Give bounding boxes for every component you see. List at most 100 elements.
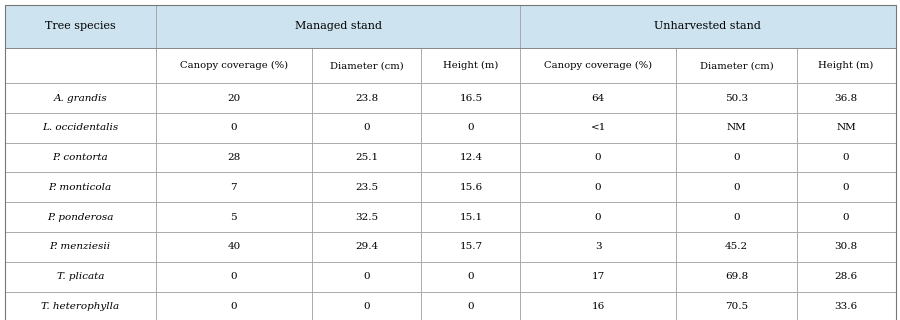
Text: 64: 64 xyxy=(591,93,605,103)
Text: Canopy coverage (%): Canopy coverage (%) xyxy=(180,61,288,70)
Bar xyxy=(311,83,421,113)
Bar xyxy=(796,48,896,83)
Text: 17: 17 xyxy=(591,272,605,281)
Bar xyxy=(796,172,896,202)
Bar xyxy=(421,262,520,292)
Text: 0: 0 xyxy=(595,153,601,162)
Text: 0: 0 xyxy=(467,123,474,132)
Text: 5: 5 xyxy=(230,212,237,222)
Text: NM: NM xyxy=(836,123,856,132)
Bar xyxy=(676,232,796,262)
Bar xyxy=(311,262,421,292)
Text: 0: 0 xyxy=(595,183,601,192)
Text: Height (m): Height (m) xyxy=(443,61,499,70)
Bar xyxy=(4,113,156,143)
Text: Height (m): Height (m) xyxy=(818,61,874,70)
Text: 0: 0 xyxy=(230,272,237,281)
Text: 0: 0 xyxy=(364,302,370,311)
Text: 30.8: 30.8 xyxy=(834,242,858,252)
Bar xyxy=(156,172,311,202)
Bar xyxy=(676,83,796,113)
Text: 45.2: 45.2 xyxy=(724,242,748,252)
Bar xyxy=(520,83,676,113)
Text: 7: 7 xyxy=(230,183,237,192)
Text: 15.6: 15.6 xyxy=(459,183,482,192)
Bar xyxy=(676,143,796,172)
Bar xyxy=(676,172,796,202)
Bar xyxy=(4,48,156,83)
Bar xyxy=(4,172,156,202)
Text: 23.5: 23.5 xyxy=(355,183,378,192)
Text: 16.5: 16.5 xyxy=(459,93,482,103)
Bar xyxy=(520,202,676,232)
Bar xyxy=(421,143,520,172)
Bar xyxy=(311,113,421,143)
Bar xyxy=(520,48,676,83)
Text: T. plicata: T. plicata xyxy=(57,272,104,281)
Text: 0: 0 xyxy=(364,272,370,281)
Bar xyxy=(421,113,520,143)
Text: 0: 0 xyxy=(467,272,474,281)
Text: 70.5: 70.5 xyxy=(724,302,748,311)
Bar xyxy=(156,202,311,232)
Text: 0: 0 xyxy=(734,183,740,192)
Text: 0: 0 xyxy=(734,153,740,162)
Text: Managed stand: Managed stand xyxy=(294,21,382,31)
Text: 32.5: 32.5 xyxy=(355,212,378,222)
Text: Diameter (cm): Diameter (cm) xyxy=(329,61,403,70)
Bar xyxy=(4,232,156,262)
Text: L. occidentalis: L. occidentalis xyxy=(42,123,118,132)
Bar xyxy=(796,202,896,232)
Bar xyxy=(311,232,421,262)
Text: 0: 0 xyxy=(595,212,601,222)
Bar xyxy=(796,113,896,143)
Text: 50.3: 50.3 xyxy=(724,93,748,103)
Text: 0: 0 xyxy=(842,153,850,162)
Text: 25.1: 25.1 xyxy=(355,153,378,162)
Text: 0: 0 xyxy=(230,123,237,132)
Bar xyxy=(676,292,796,320)
Bar xyxy=(4,262,156,292)
Bar xyxy=(421,48,520,83)
Bar xyxy=(4,292,156,320)
Bar xyxy=(421,172,520,202)
Text: T. heterophylla: T. heterophylla xyxy=(41,302,120,311)
Bar xyxy=(311,202,421,232)
Bar xyxy=(156,5,520,48)
Text: 69.8: 69.8 xyxy=(724,272,748,281)
Text: 15.1: 15.1 xyxy=(459,212,482,222)
Text: 20: 20 xyxy=(227,93,240,103)
Text: 12.4: 12.4 xyxy=(459,153,482,162)
Bar xyxy=(156,262,311,292)
Bar xyxy=(796,262,896,292)
Text: 0: 0 xyxy=(364,123,370,132)
Bar xyxy=(311,172,421,202)
Text: 36.8: 36.8 xyxy=(834,93,858,103)
Bar xyxy=(520,172,676,202)
Bar xyxy=(4,143,156,172)
Bar xyxy=(796,292,896,320)
Bar xyxy=(156,48,311,83)
Bar xyxy=(676,113,796,143)
Text: 0: 0 xyxy=(842,183,850,192)
Text: Tree species: Tree species xyxy=(45,21,115,31)
Text: P. contorta: P. contorta xyxy=(52,153,108,162)
Bar xyxy=(4,5,156,48)
Text: P. monticola: P. monticola xyxy=(49,183,112,192)
Bar xyxy=(421,232,520,262)
Text: Diameter (cm): Diameter (cm) xyxy=(699,61,773,70)
Bar xyxy=(311,292,421,320)
Bar xyxy=(796,143,896,172)
Bar xyxy=(421,83,520,113)
Bar xyxy=(156,143,311,172)
Text: P. ponderosa: P. ponderosa xyxy=(47,212,113,222)
Bar xyxy=(156,113,311,143)
Text: NM: NM xyxy=(726,123,746,132)
Bar xyxy=(520,262,676,292)
Bar xyxy=(520,292,676,320)
Bar xyxy=(156,232,311,262)
Bar xyxy=(4,83,156,113)
Text: 23.8: 23.8 xyxy=(355,93,378,103)
Bar xyxy=(4,202,156,232)
Text: 0: 0 xyxy=(842,212,850,222)
